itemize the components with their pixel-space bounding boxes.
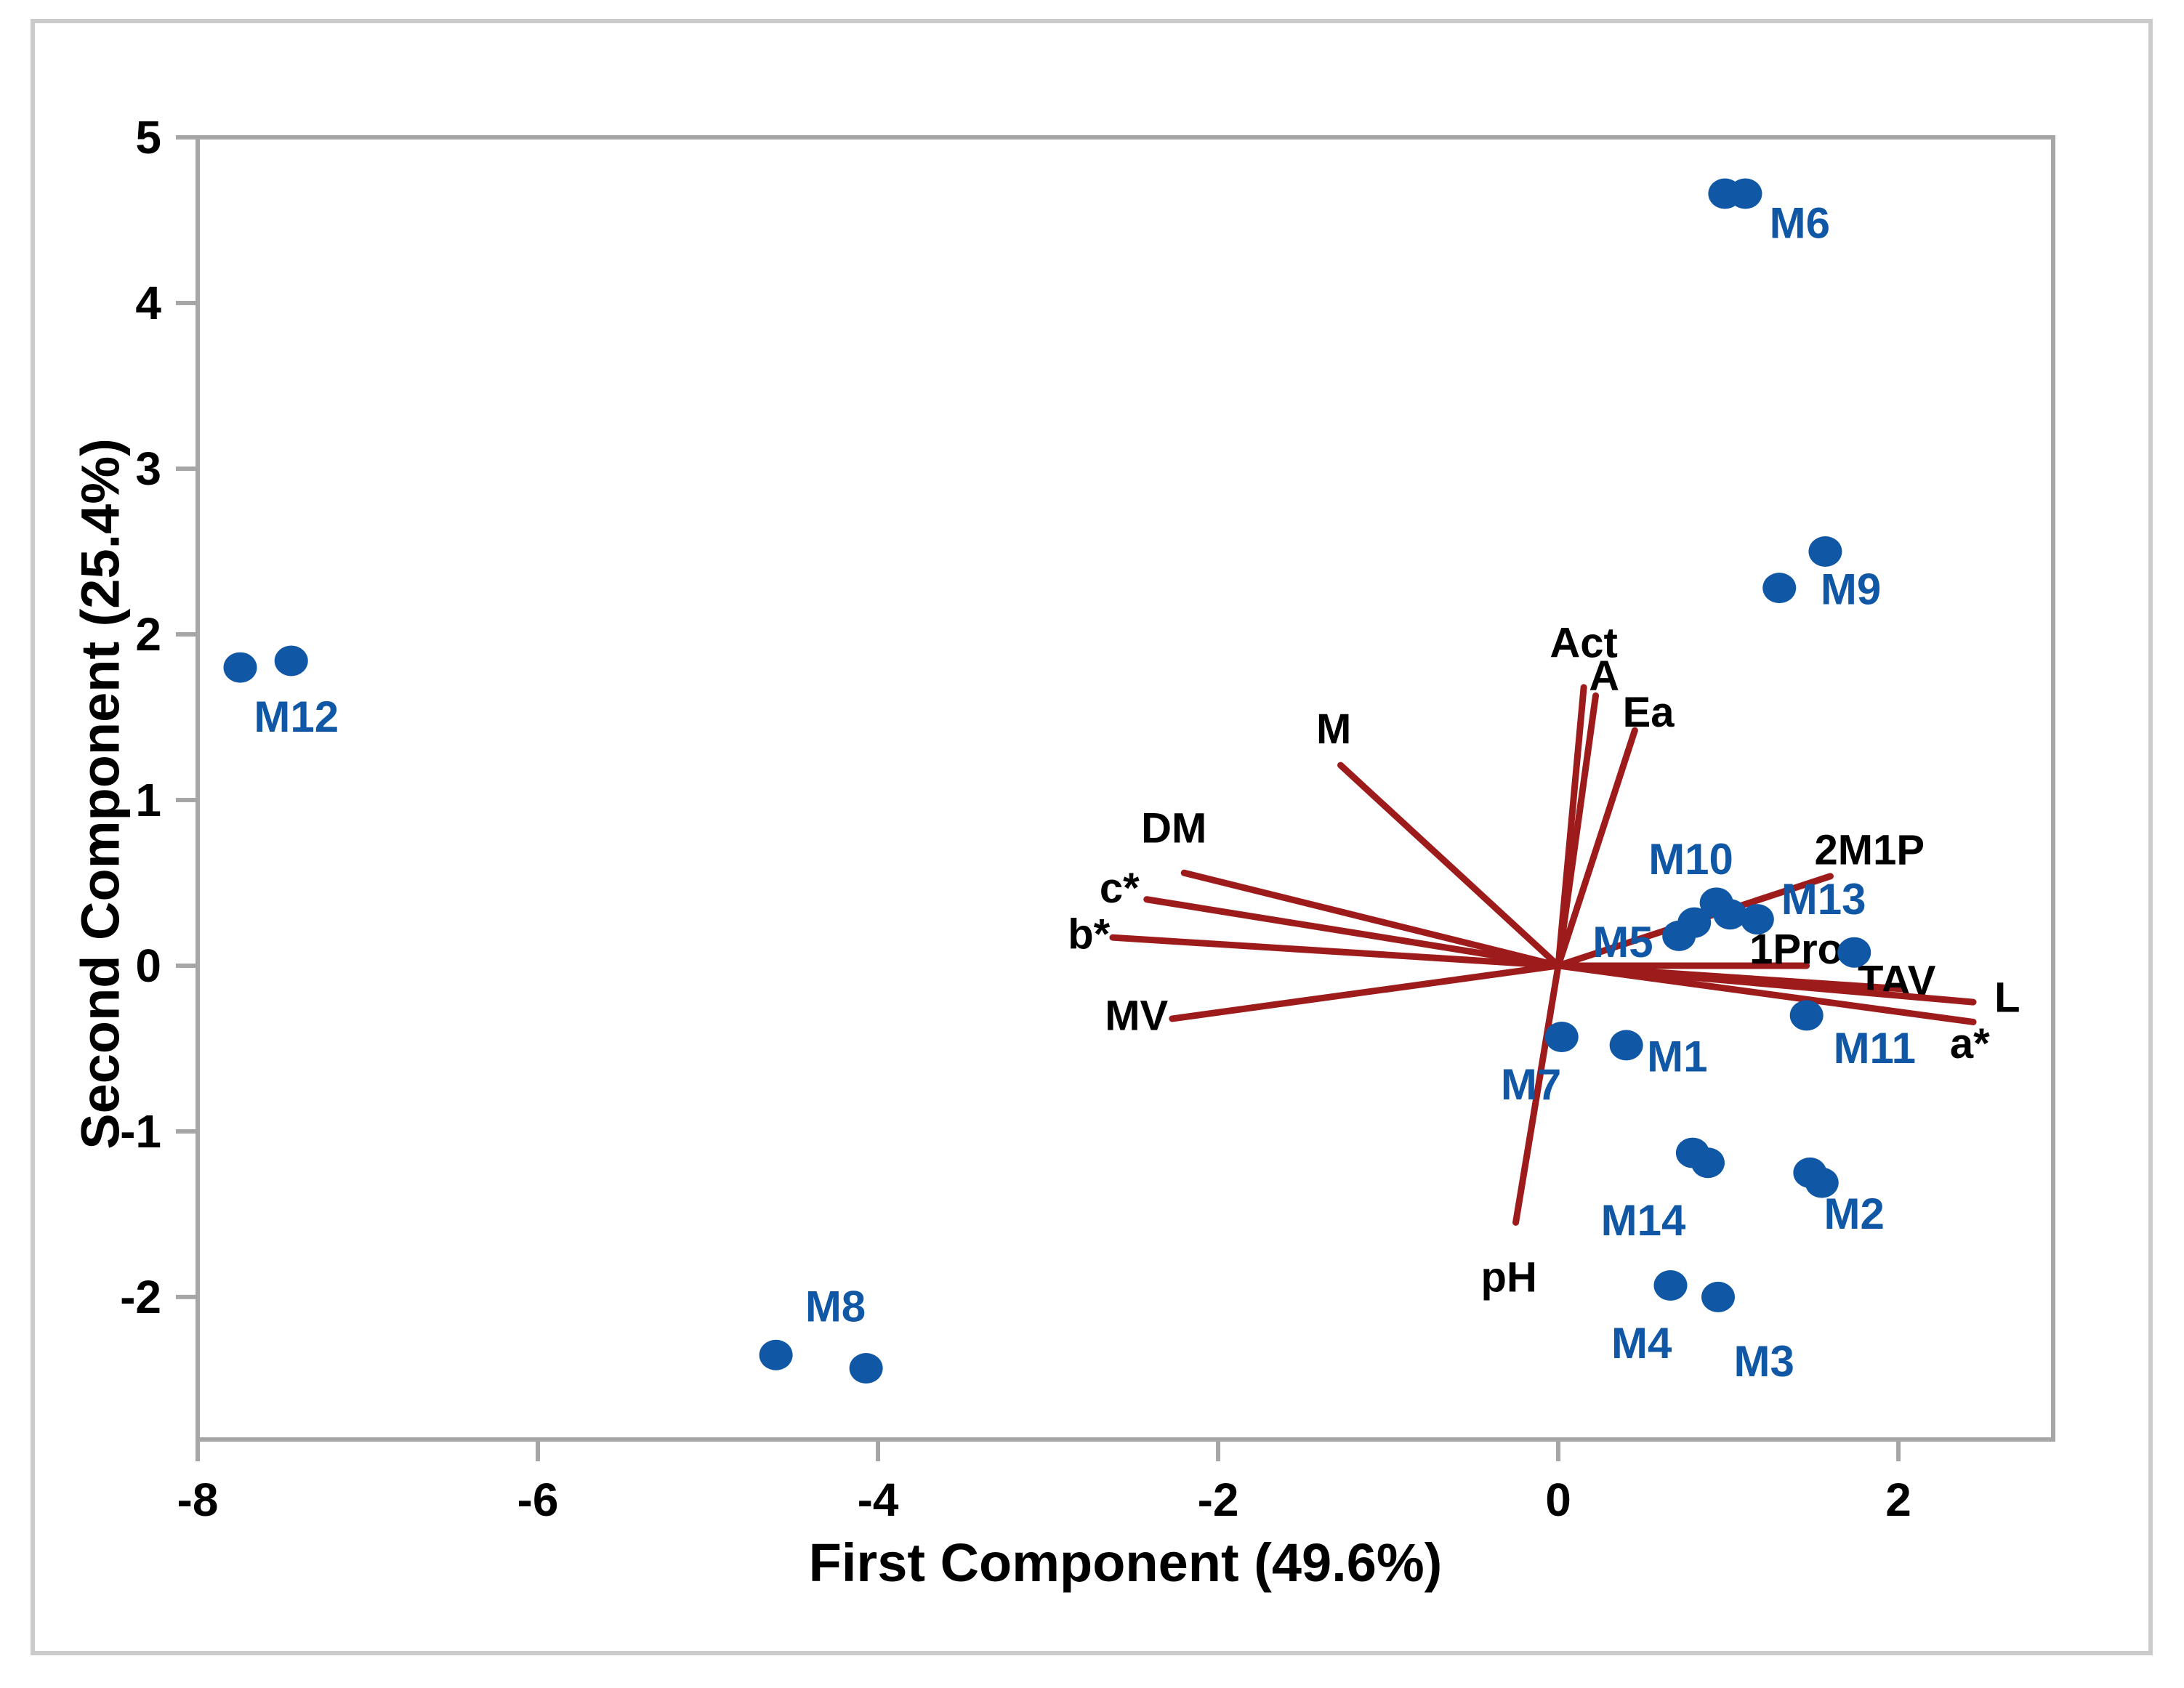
loading-vector-L <box>1555 962 1977 1006</box>
score-point-M9 <box>1762 573 1797 604</box>
score-label-M11: M11 <box>1834 1024 1916 1073</box>
score-label-M10: M10 <box>1648 835 1733 884</box>
loading-vector-DM <box>1180 869 1562 969</box>
loading-label-c*: c* <box>1100 865 1140 912</box>
loading-vector-a* <box>1555 962 1977 1025</box>
score-point-M8 <box>759 1339 793 1370</box>
score-point-M10 <box>1713 899 1747 930</box>
score-point-M12 <box>223 652 257 683</box>
score-point-M5 <box>1677 907 1712 938</box>
score-point-M4 <box>1653 1269 1688 1301</box>
x-tick-label: -2 <box>1198 1474 1239 1526</box>
y-tick-label: 1 <box>135 774 161 826</box>
loading-label-A: A <box>1589 653 1619 700</box>
x-axis-title: First Component (49.6%) <box>808 1532 1443 1593</box>
score-label-M3: M3 <box>1734 1337 1794 1386</box>
score-label-M4: M4 <box>1611 1319 1672 1368</box>
score-label-M9: M9 <box>1821 565 1881 613</box>
loading-vector-pH <box>1512 962 1562 1226</box>
loading-label-Act: Act <box>1550 619 1617 666</box>
loading-vector-M <box>1337 762 1562 969</box>
x-tick-label: 0 <box>1545 1474 1571 1526</box>
y-tick-label: 4 <box>135 277 161 329</box>
loading-vector-MV <box>1169 962 1562 1022</box>
loading-label-pH: pH <box>1481 1254 1537 1301</box>
loading-label-DM: DM <box>1141 805 1206 852</box>
loading-label-Ea: Ea <box>1623 689 1675 736</box>
y-tick-label: 2 <box>135 608 161 661</box>
score-point-M8 <box>849 1352 883 1384</box>
loading-label-1Pro: 1Pro <box>1749 926 1843 973</box>
score-point-M1 <box>1609 1030 1643 1061</box>
score-point-M12 <box>274 645 308 677</box>
score-label-M1: M1 <box>1647 1032 1707 1081</box>
score-point-M2 <box>1805 1167 1839 1198</box>
plot-frame <box>196 135 2055 1442</box>
loading-vector-Ea <box>1555 727 1638 969</box>
score-label-M7: M7 <box>1501 1060 1561 1109</box>
loading-label-M: M <box>1316 706 1351 753</box>
figure-border <box>31 19 2153 1655</box>
loading-label-a*: a* <box>1950 1020 1990 1067</box>
y-tick-label: 0 <box>135 940 161 992</box>
score-point-M9 <box>1808 536 1842 567</box>
x-tick-label: -4 <box>858 1474 899 1526</box>
x-tick-label: 2 <box>1885 1474 1911 1526</box>
y-tick-label: 3 <box>135 443 161 495</box>
score-point-M13 <box>1837 937 1871 968</box>
loading-label-L: L <box>1994 974 2020 1021</box>
score-label-M6: M6 <box>1770 199 1830 248</box>
score-label-M8: M8 <box>805 1283 866 1331</box>
score-point-M11 <box>1789 1000 1824 1031</box>
y-tick-label: -1 <box>120 1105 161 1158</box>
loading-label-2M1P: 2M1P <box>1815 826 1925 873</box>
loading-label-b*: b* <box>1068 911 1110 958</box>
loading-vector-b* <box>1109 934 1562 969</box>
score-point-M6 <box>1728 178 1762 209</box>
loading-vector-c* <box>1143 896 1562 969</box>
score-label-M5: M5 <box>1592 918 1653 966</box>
score-label-M14: M14 <box>1601 1196 1686 1245</box>
loading-label-MV: MV <box>1105 992 1168 1039</box>
y-tick-label: 5 <box>135 111 161 163</box>
score-label-M12: M12 <box>254 692 339 741</box>
y-tick-label: -2 <box>120 1271 161 1323</box>
y-axis-title: Second Component (25.4%) <box>70 438 131 1150</box>
score-label-M2: M2 <box>1824 1190 1885 1238</box>
score-label-M13: M13 <box>1781 875 1866 924</box>
x-tick-label: -8 <box>177 1474 219 1526</box>
score-point-M14 <box>1691 1147 1725 1179</box>
score-point-M3 <box>1701 1281 1736 1312</box>
score-point-M7 <box>1544 1021 1579 1052</box>
score-point-M13 <box>1740 904 1774 935</box>
loading-vector-A <box>1555 692 1600 969</box>
x-tick-label: -6 <box>517 1474 559 1526</box>
